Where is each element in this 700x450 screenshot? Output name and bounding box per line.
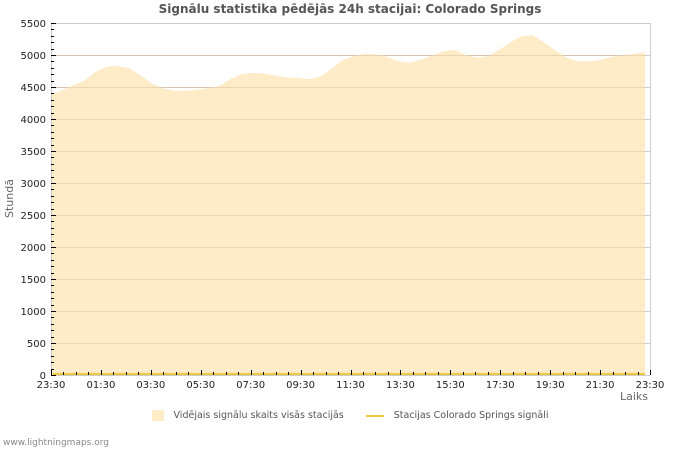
svg-text:2000: 2000: [21, 243, 46, 254]
chart-plot: 0 500 1000 1500 2000 2500 3000 3500 4000 4500 5000…: [21, 19, 665, 391]
svg-text:09:30: 09:30: [286, 380, 315, 391]
svg-text:17:30: 17:30: [486, 380, 515, 391]
average-signals-area: [51, 35, 645, 375]
svg-text:03:30: 03:30: [136, 380, 165, 391]
line-swatch-icon: [365, 414, 384, 417]
svg-text:23:30: 23:30: [636, 380, 665, 391]
svg-text:07:30: 07:30: [236, 380, 265, 391]
x-tick-labels: 23:30 01:30 03:30 05:30 07:30 09:30 11:30 13:30…: [37, 380, 665, 391]
svg-text:3500: 3500: [21, 147, 46, 158]
legend-item-station: Stacijas Colorado Springs signāli: [365, 410, 549, 421]
svg-text:2500: 2500: [21, 211, 46, 222]
area-swatch-icon: [151, 410, 164, 421]
legend-label-station: Stacijas Colorado Springs signāli: [393, 410, 549, 421]
legend-item-average: Vidējais signālu skaits visās stacijās: [151, 410, 344, 421]
svg-text:1000: 1000: [21, 307, 46, 318]
svg-text:5500: 5500: [21, 19, 46, 30]
svg-text:15:30: 15:30: [436, 380, 465, 391]
y-tick-labels: 0 500 1000 1500 2000 2500 3000 3500 4000 4500 5000…: [21, 19, 46, 382]
chart-title: Signālu statistika pēdējās 24h stacijai:…: [158, 2, 542, 16]
svg-text:05:30: 05:30: [186, 380, 215, 391]
legend: Vidējais signālu skaits visās stacijās S…: [0, 410, 700, 421]
svg-text:13:30: 13:30: [386, 380, 415, 391]
legend-label-average: Vidējais signālu skaits visās stacijās: [173, 410, 344, 421]
svg-text:5000: 5000: [21, 51, 46, 62]
svg-text:3000: 3000: [21, 179, 46, 190]
x-axis-label: Laiks: [619, 390, 648, 403]
svg-text:500: 500: [27, 339, 46, 350]
svg-text:4000: 4000: [21, 115, 46, 126]
axes: [51, 23, 651, 376]
svg-text:0: 0: [40, 371, 46, 382]
svg-text:01:30: 01:30: [87, 380, 116, 391]
svg-text:21:30: 21:30: [586, 380, 615, 391]
svg-text:11:30: 11:30: [336, 380, 365, 391]
svg-text:1500: 1500: [21, 275, 46, 286]
svg-text:4500: 4500: [21, 83, 46, 94]
svg-text:19:30: 19:30: [536, 380, 565, 391]
svg-text:23:30: 23:30: [37, 380, 66, 391]
source-link[interactable]: www.lightningmaps.org: [3, 438, 109, 448]
